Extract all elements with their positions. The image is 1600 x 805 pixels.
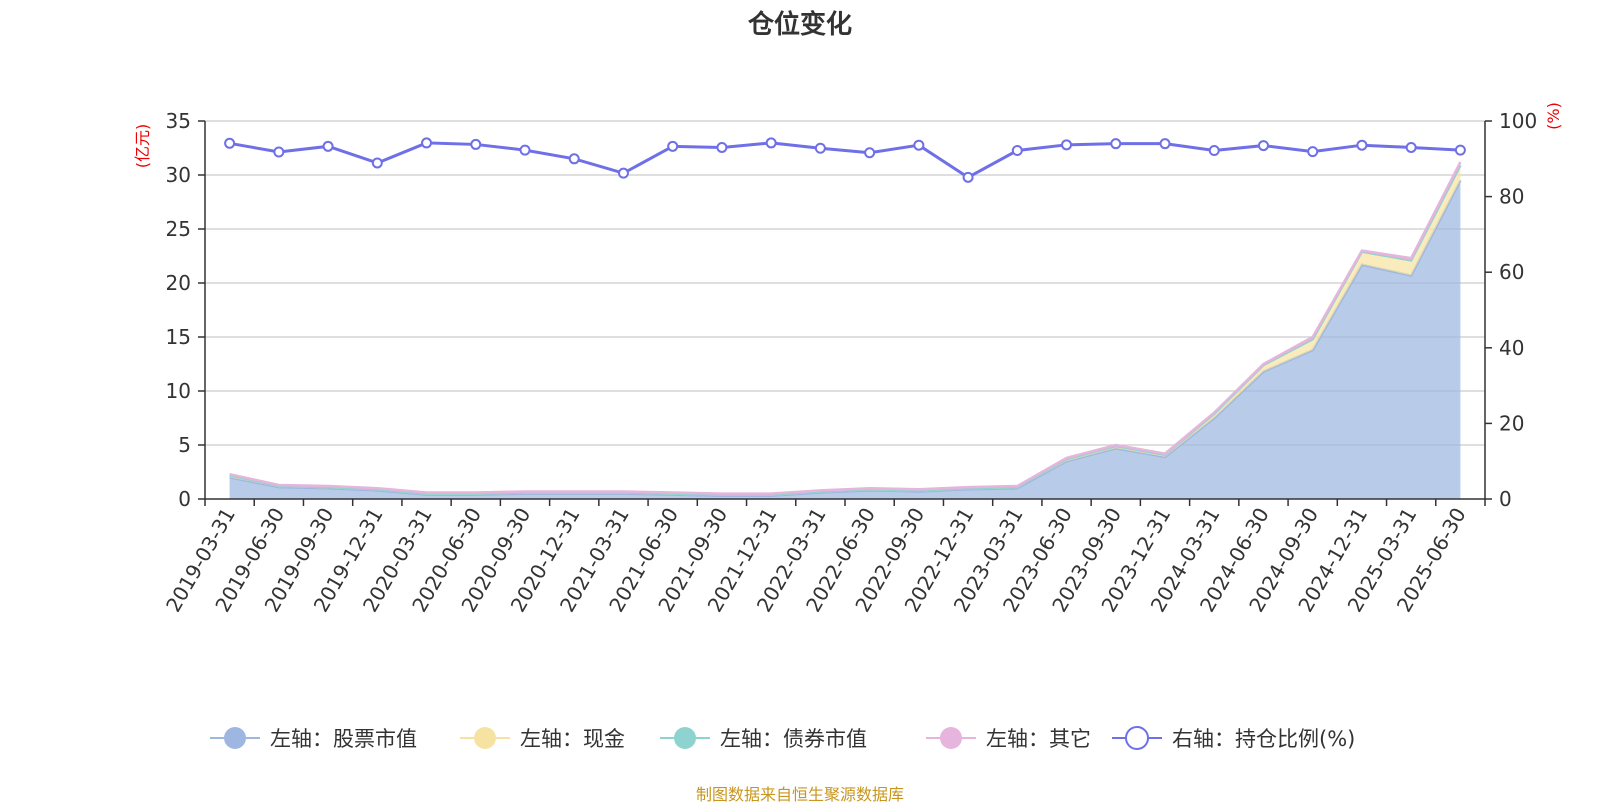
holding-ratio-point <box>371 157 383 169</box>
holding-ratio-line <box>229 141 1461 180</box>
right-axis-tick-label: 100 <box>1499 109 1537 133</box>
legend-item[interactable]: 左轴：现金 <box>460 727 625 751</box>
left-axis-tick-label: 0 <box>178 487 191 511</box>
holding-ratio-point <box>716 141 728 153</box>
holding-ratio-point <box>765 137 777 149</box>
holding-ratio-point <box>1110 138 1122 150</box>
chart-legend[interactable]: 左轴：股票市值 左轴：现金 左轴：债券市值 左轴：其它 右轴：持仓比例(%) <box>210 726 1355 751</box>
right-axis-tick-label: 60 <box>1499 260 1524 284</box>
legend-label: 左轴：债券市值 <box>720 727 867 751</box>
holding-ratio-point <box>470 138 482 150</box>
holding-ratio-point <box>1159 138 1171 150</box>
stacked-areas <box>229 161 1462 499</box>
left-axis-tick-label: 25 <box>166 217 191 241</box>
left-axis-tick-label: 30 <box>166 163 191 187</box>
chart-title: 仓位变化 <box>747 9 852 40</box>
position-change-chart: 仓位变化 051015202530350204060801002019-03-3… <box>133 9 1563 751</box>
left-axis-tick-label: 5 <box>178 433 191 457</box>
left-axis-tick-label: 10 <box>166 379 191 403</box>
legend-marker <box>674 727 696 749</box>
left-axis-tick-label: 35 <box>166 109 191 133</box>
holding-ratio-point <box>568 153 580 165</box>
holding-ratio-point <box>273 146 285 158</box>
holding-ratio-point <box>617 167 629 179</box>
legend-marker <box>1125 726 1149 750</box>
left-axis-tick-label: 20 <box>166 271 191 295</box>
holding-ratio-point <box>1454 144 1466 156</box>
left-axis-unit: (亿元) <box>133 124 152 169</box>
right-axis-tick-label: 20 <box>1499 411 1524 435</box>
holding-ratio-point <box>1061 139 1073 151</box>
legend-label: 左轴：股票市值 <box>270 727 417 751</box>
legend-item[interactable]: 右轴：持仓比例(%) <box>1112 726 1355 751</box>
legend-marker <box>474 727 496 749</box>
legend-item[interactable]: 左轴：其它 <box>926 727 1091 751</box>
stacked-area-line <box>229 161 1462 495</box>
holding-ratio-point <box>421 137 433 149</box>
legend-marker <box>940 727 962 749</box>
data-source-note: 制图数据来自恒生聚源数据库 <box>695 785 904 804</box>
right-axis-tick-label: 0 <box>1499 487 1512 511</box>
holding-ratio-point <box>1405 141 1417 153</box>
stacked-area <box>229 180 1461 499</box>
legend-item[interactable]: 左轴：债券市值 <box>660 727 867 751</box>
holding-ratio-point <box>1356 139 1368 151</box>
holding-ratio-point <box>1257 140 1269 152</box>
holding-ratio-series <box>224 137 1466 183</box>
holding-ratio-point <box>814 142 826 154</box>
holding-ratio-point <box>322 140 334 152</box>
legend-marker <box>224 727 246 749</box>
legend-label: 左轴：现金 <box>520 727 625 751</box>
holding-ratio-point <box>864 147 876 159</box>
grid-lines <box>205 120 1485 446</box>
legend-item[interactable]: 左轴：股票市值 <box>210 727 417 751</box>
right-axis-tick-label: 80 <box>1499 185 1524 209</box>
right-axis-unit: (%) <box>1544 102 1563 130</box>
holding-ratio-point <box>224 137 236 149</box>
legend-label: 右轴：持仓比例(%) <box>1172 727 1355 751</box>
holding-ratio-point <box>1011 144 1023 156</box>
holding-ratio-point <box>1208 144 1220 156</box>
legend-label: 左轴：其它 <box>986 727 1091 751</box>
left-axis-tick-label: 15 <box>166 325 191 349</box>
right-axis-tick-label: 40 <box>1499 336 1524 360</box>
holding-ratio-point <box>962 171 974 183</box>
holding-ratio-point <box>667 140 679 152</box>
holding-ratio-point <box>1307 146 1319 158</box>
holding-ratio-point <box>519 144 531 156</box>
holding-ratio-point <box>913 139 925 151</box>
